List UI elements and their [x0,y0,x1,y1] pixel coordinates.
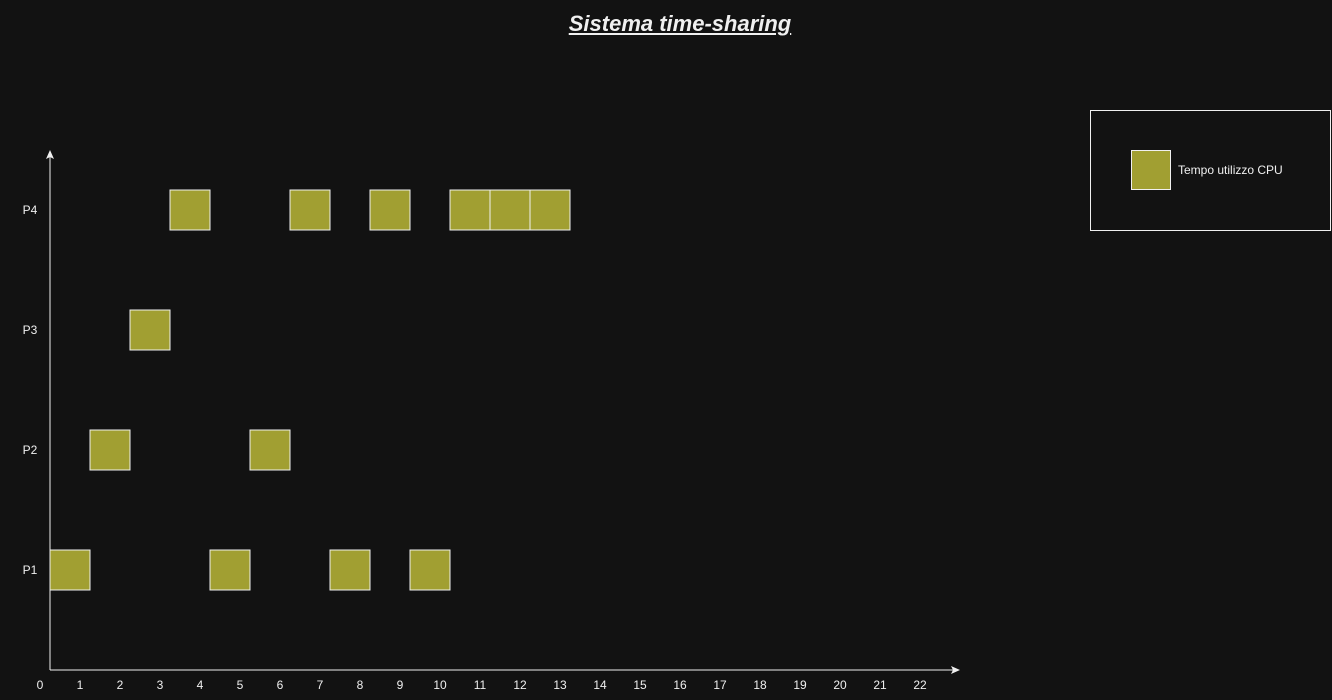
cpu-slot-p1-4 [209,549,251,591]
y-label-p1: P1 [23,563,38,577]
y-label-p3: P3 [23,323,38,337]
x-tick-label: 7 [317,678,324,692]
x-tick-label: 2 [117,678,124,692]
x-tick-label: 1 [77,678,84,692]
legend-swatch [1131,150,1171,190]
cpu-slot-p4-8 [369,189,411,231]
bars-layer [49,189,571,591]
x-tick-label: 5 [237,678,244,692]
cpu-slot-p4-12 [529,189,571,231]
cpu-slot-p2-1 [89,429,131,471]
cpu-slot-p4-3 [169,189,211,231]
y-label-p2: P2 [23,443,38,457]
x-tick-label: 20 [833,678,847,692]
x-tick-label: 17 [713,678,727,692]
x-tick-label: 15 [633,678,647,692]
x-tick-label: 8 [357,678,364,692]
cpu-slot-p2-5 [249,429,291,471]
cpu-slot-p1-0 [49,549,91,591]
cpu-slot-p4-11 [489,189,531,231]
x-tick-label: 16 [673,678,687,692]
cpu-slot-p4-10 [449,189,491,231]
cpu-slot-p1-7 [329,549,371,591]
x-tick-label: 6 [277,678,284,692]
cpu-slot-p3-2 [129,309,171,351]
x-tick-label: 4 [197,678,204,692]
x-tick-label: 0 [37,678,44,692]
x-tick-labels: 0 1 2 3 4 5 6 7 8 9 10 11 12 13 14 15 16 17 18 19 20 21 22 [37,678,927,692]
x-tick-label: 3 [157,678,164,692]
legend: Tempo utilizzo CPU [1090,110,1331,231]
y-category-labels: P1 P2 P3 P4 [23,203,38,577]
x-tick-label: 18 [753,678,767,692]
x-tick-label: 12 [513,678,527,692]
x-tick-label: 21 [873,678,887,692]
chart-title: Sistema time-sharing [568,11,792,36]
x-tick-label: 14 [593,678,607,692]
x-tick-label: 9 [397,678,404,692]
x-tick-label: 10 [433,678,447,692]
y-label-p4: P4 [23,203,38,217]
legend-label: Tempo utilizzo CPU [1178,163,1283,177]
cpu-slot-p1-9 [409,549,451,591]
x-tick-label: 19 [793,678,807,692]
cpu-slot-p4-6 [289,189,331,231]
x-tick-label: 11 [474,678,487,692]
x-tick-label: 22 [913,678,927,692]
x-tick-label: 13 [553,678,567,692]
